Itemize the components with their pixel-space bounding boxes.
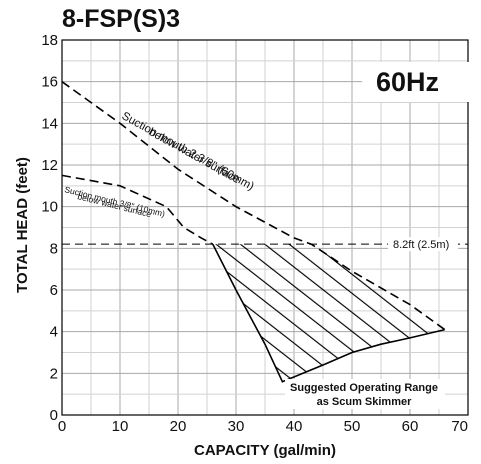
y-axis-label: TOTAL HEAD (feet) bbox=[14, 157, 31, 293]
reference-label-bg bbox=[388, 237, 458, 252]
y-tick-label: 14 bbox=[41, 115, 58, 132]
x-tick-label: 60 bbox=[402, 418, 419, 435]
y-tick-label: 2 bbox=[50, 365, 58, 382]
operating-range-region bbox=[212, 244, 445, 382]
operating-range-boundary bbox=[212, 243, 445, 383]
operating-range-label-line2: as Scum Skimmer bbox=[317, 396, 412, 408]
curve-2-3-8-inch bbox=[61, 81, 446, 331]
reference-line-label: 8.2ft (2.5m) bbox=[393, 239, 449, 251]
chart-title: 8-FSP(S)3 bbox=[62, 5, 180, 33]
y-tick-label: 16 bbox=[41, 74, 58, 91]
annotation-2-3-8-line2: below water surface bbox=[147, 126, 242, 186]
x-tick-label: 30 bbox=[228, 418, 245, 435]
x-tick-label: 50 bbox=[344, 418, 361, 435]
y-tick-label: 6 bbox=[50, 282, 58, 299]
operating-range-label-line1: Suggested Operating Range bbox=[290, 382, 438, 394]
x-tick-label: 40 bbox=[286, 418, 303, 435]
y-tick-label: 18 bbox=[41, 32, 58, 49]
y-tick-label: 12 bbox=[41, 157, 58, 174]
y-tick-label: 4 bbox=[50, 324, 58, 341]
plot-frame bbox=[61, 39, 469, 416]
x-tick-label: 70 bbox=[451, 418, 468, 435]
x-tick-label: 10 bbox=[112, 418, 129, 435]
frequency-box bbox=[362, 62, 470, 102]
x-axis-label: CAPACITY (gal/min) bbox=[194, 442, 336, 459]
grid bbox=[61, 39, 469, 416]
x-tick-label: 0 bbox=[58, 418, 66, 435]
y-tick-labels: 0 2 4 6 8 10 12 14 16 18 bbox=[41, 32, 58, 424]
x-tick-label: 20 bbox=[170, 418, 187, 435]
y-tick-label: 8 bbox=[50, 240, 58, 257]
operating-range-label-bg bbox=[285, 379, 445, 409]
y-tick-label: 0 bbox=[50, 407, 58, 424]
frequency-label: 60Hz bbox=[376, 67, 439, 97]
curve-3-8-inch bbox=[61, 174, 214, 245]
y-tick-label: 10 bbox=[41, 199, 58, 216]
x-tick-labels: 0 10 20 30 40 50 60 70 bbox=[58, 418, 468, 435]
